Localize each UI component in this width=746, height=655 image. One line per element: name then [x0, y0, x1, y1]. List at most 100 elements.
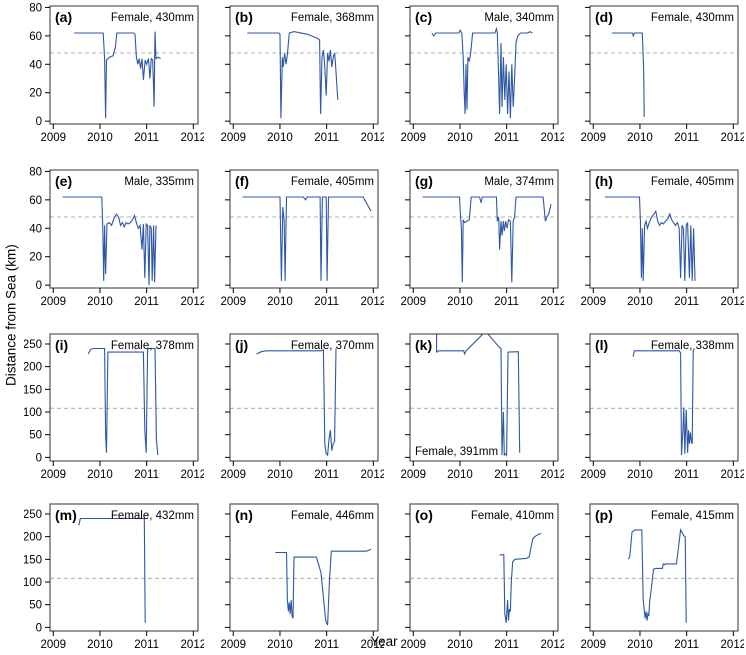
- distance-series-line: [431, 26, 533, 119]
- distance-series-line: [242, 196, 372, 281]
- panel-e-plot: 0 20 40 60 80 2009 2010 2011 2012 (e) Male, 335mm: [29, 166, 206, 308]
- x-tick-label: 2010: [447, 469, 473, 481]
- panel-f: 2009 2010 2011 2012 (f) Female, 405mm: [204, 166, 386, 323]
- panel-n: 2009 2010 2011 2012 (n) Female, 446mm: [204, 500, 386, 655]
- x-tick-label: 2009: [40, 296, 66, 308]
- x-tick-label: 2009: [400, 296, 426, 308]
- panel-a-plot: 0 20 40 60 80 2009 2010 2011 2012 (a) Female, 430m…: [29, 2, 206, 144]
- panel-j: 2009 2010 2011 2012 (j) Female, 370mm: [204, 330, 386, 493]
- x-tick-label: 2011: [314, 639, 339, 651]
- panel-g-plot: 2009 2010 2011 2012 (g) Male, 374mm: [400, 169, 566, 308]
- panel-letter: (k): [415, 337, 432, 353]
- plot-box: [229, 333, 379, 462]
- panel-annotation: Female, 410mm: [471, 510, 554, 522]
- panel-g: 2009 2010 2011 2012 (g) Male, 374mm: [384, 166, 566, 323]
- x-tick-label: 2012: [721, 639, 744, 651]
- y-tick-label: 100: [24, 577, 42, 589]
- x-tick-label: 2011: [674, 469, 699, 481]
- x-tick-label: 2010: [87, 296, 113, 308]
- y-tick-label: 80: [29, 166, 42, 178]
- x-tick-label: 2012: [541, 296, 564, 308]
- plot-box: [229, 5, 379, 125]
- y-tick-label: 60: [29, 195, 42, 207]
- panel-m-plot: 0 50 100 150 200 250 2009 2010 2011 2012 (m) Female…: [23, 503, 206, 651]
- panel-annotation: Female, 370mm: [291, 340, 374, 352]
- panel-i-plot: 0 50 100 150 200 250 2009 2010 2011 2012 (i) Female…: [23, 333, 206, 481]
- panel-n-plot: 2009 2010 2011 2012 (n) Female, 446mm: [220, 503, 386, 651]
- x-tick-label: 2010: [627, 132, 653, 144]
- y-tick-label: 0: [36, 622, 42, 634]
- y-tick-label: 0: [36, 116, 42, 128]
- distance-series-line: [78, 517, 146, 623]
- plot-box: [409, 503, 559, 632]
- panel-letter: (j): [235, 337, 248, 353]
- panel-grid: 0 20 40 60 80 2009 2010 2011 2012 (a) Female, 430m…: [23, 2, 746, 655]
- x-tick-label: 2010: [627, 639, 653, 651]
- panel-annotation: Female, 446mm: [291, 510, 374, 522]
- plot-box: [229, 169, 379, 289]
- panel-annotation: Male, 340mm: [484, 12, 554, 24]
- x-tick-label: 2011: [674, 132, 699, 144]
- x-tick-label: 2011: [494, 132, 519, 144]
- x-tick-label: 2011: [134, 469, 159, 481]
- y-tick-label: 40: [29, 223, 42, 235]
- x-axis-label: Year: [370, 634, 398, 649]
- panel-letter: (c): [415, 9, 432, 25]
- panel-letter: (l): [595, 337, 608, 353]
- panel-i: 0 50 100 150 200 250 2009 2010 2011 2012 (i) Female…: [23, 330, 206, 493]
- panel-annotation: Male, 335mm: [124, 176, 194, 188]
- panel-letter: (e): [55, 173, 72, 189]
- panel-annotation: Female, 415mm: [651, 510, 734, 522]
- plot-box: [589, 169, 739, 289]
- x-tick-label: 2010: [627, 296, 653, 308]
- panel-d: 2009 2010 2011 2012 (d) Female, 430mm: [564, 2, 746, 159]
- panel-letter: (f): [235, 173, 249, 189]
- panel-letter: (i): [55, 337, 68, 353]
- x-tick-label: 2012: [541, 639, 564, 651]
- x-tick-label: 2009: [580, 132, 606, 144]
- panel-letter: (g): [415, 173, 433, 189]
- panel-annotation: Female, 430mm: [111, 12, 194, 24]
- x-tick-label: 2012: [541, 132, 564, 144]
- x-tick-label: 2012: [181, 639, 204, 651]
- x-tick-label: 2011: [134, 132, 159, 144]
- plot-box: [49, 503, 199, 632]
- y-tick-label: 100: [24, 407, 42, 419]
- panel-annotation: Female, 338mm: [651, 340, 734, 352]
- distance-series-line: [436, 334, 521, 457]
- x-tick-label: 2011: [674, 639, 699, 651]
- plot-box: [409, 333, 559, 462]
- x-tick-label: 2009: [580, 296, 606, 308]
- plot-box: [49, 5, 199, 125]
- plot-box: [589, 333, 739, 462]
- y-tick-label: 50: [29, 430, 42, 442]
- panel-c: 2009 2010 2011 2012 (c) Male, 340mm: [384, 2, 566, 159]
- x-tick-label: 2010: [87, 469, 113, 481]
- panel-l-plot: 2009 2010 2011 2012 (l) Female, 338mm: [580, 333, 746, 481]
- x-tick-label: 2009: [220, 296, 246, 308]
- panel-a: 0 20 40 60 80 2009 2010 2011 2012 (a) Female, 430m…: [24, 2, 206, 159]
- panel-c-plot: 2009 2010 2011 2012 (c) Male, 340mm: [400, 5, 566, 144]
- y-tick-label: 50: [29, 600, 42, 612]
- panel-annotation: Female, 391mm: [415, 446, 498, 458]
- x-tick-label: 2009: [220, 469, 246, 481]
- plot-box: [589, 503, 739, 632]
- x-tick-label: 2009: [40, 469, 66, 481]
- x-tick-label: 2009: [580, 469, 606, 481]
- panel-annotation: Female, 378mm: [111, 340, 194, 352]
- panel-letter: (n): [235, 507, 253, 523]
- panel-l: 2009 2010 2011 2012 (l) Female, 338mm: [564, 330, 746, 493]
- x-tick-label: 2011: [314, 132, 339, 144]
- x-tick-label: 2010: [87, 639, 113, 651]
- panel-p: 2009 2010 2011 2012 (p) Female, 415mm: [564, 500, 746, 655]
- distance-series-line: [422, 196, 552, 283]
- x-tick-label: 2012: [721, 469, 744, 481]
- x-tick-label: 2012: [181, 132, 204, 144]
- x-tick-label: 2011: [134, 639, 159, 651]
- distance-series-line: [627, 528, 687, 623]
- panel-j-plot: 2009 2010 2011 2012 (j) Female, 370mm: [220, 333, 386, 481]
- x-tick-label: 2012: [181, 296, 204, 308]
- y-tick-label: 150: [24, 554, 42, 566]
- panel-o: 2009 2010 2011 2012 (o) Female, 410mm: [384, 500, 566, 655]
